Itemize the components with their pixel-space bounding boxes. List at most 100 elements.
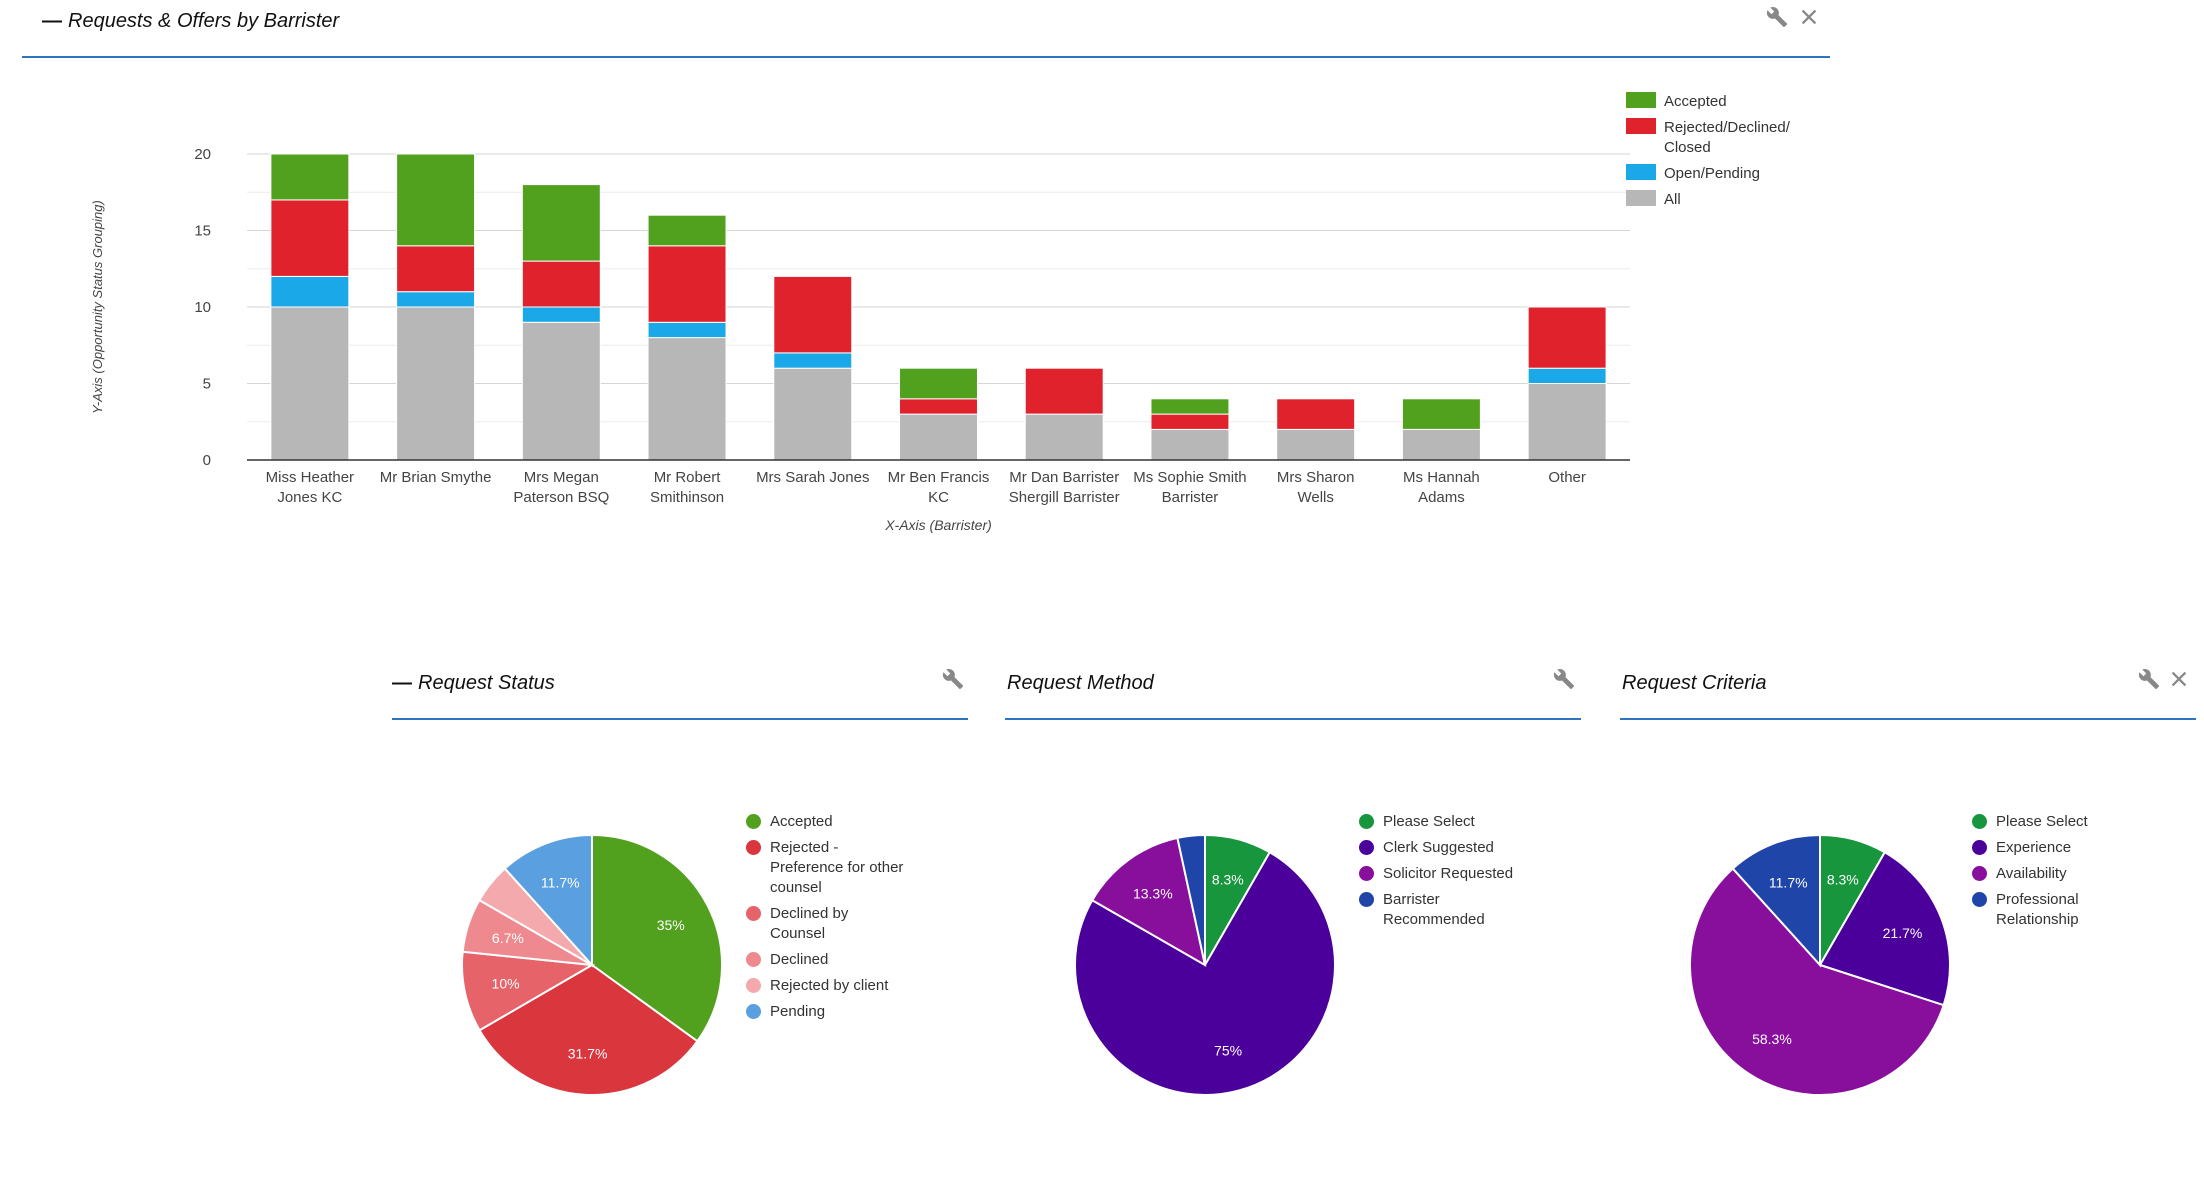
wrench-icon[interactable] bbox=[942, 668, 964, 690]
legend-item[interactable]: Experience bbox=[1972, 838, 2132, 858]
slice-label: 8.3% bbox=[1212, 872, 1244, 888]
request-criteria-legend: Please Select Experience Availability Profe… bbox=[1972, 812, 2132, 936]
legend-label: Professional Relationship bbox=[1996, 891, 2079, 928]
legend-item[interactable]: Declined by Counsel bbox=[746, 904, 906, 944]
x-tick-label: Mr Robert bbox=[654, 469, 722, 486]
legend-item[interactable]: Clerk Suggested bbox=[1359, 838, 1519, 858]
legend-item[interactable]: Please Select bbox=[1359, 812, 1519, 832]
legend-item[interactable]: Solicitor Requested bbox=[1359, 864, 1519, 884]
bar-segment bbox=[1150, 398, 1230, 415]
bar-segment bbox=[1401, 428, 1481, 461]
bar-segment bbox=[396, 306, 476, 461]
slice-label: 11.7% bbox=[541, 874, 580, 890]
legend-label: Please Select bbox=[1383, 813, 1475, 830]
legend-swatch bbox=[1626, 118, 1656, 134]
request-method-panel: Request Method 8.3% 75% 13.3% Please Selec… bbox=[1005, 648, 1581, 1168]
legend-swatch bbox=[1359, 866, 1374, 881]
panel-title: — Request Status bbox=[392, 672, 555, 695]
x-tick-label: Mrs Megan bbox=[524, 469, 599, 486]
legend-swatch bbox=[746, 906, 761, 921]
request-criteria-panel: Request Criteria 8.3% 21.7% 58.3% 11.7% Ple… bbox=[1620, 648, 2196, 1168]
pie-slice bbox=[1074, 850, 1336, 1096]
slice-label: 75% bbox=[1214, 1042, 1242, 1058]
legend-item[interactable]: Professional Relationship bbox=[1972, 890, 2132, 930]
legend-item[interactable]: Please Select bbox=[1972, 812, 2132, 832]
x-tick-label: Other bbox=[1548, 469, 1586, 486]
legend-swatch bbox=[1972, 866, 1987, 881]
wrench-icon[interactable] bbox=[2138, 668, 2160, 690]
close-icon[interactable] bbox=[2168, 668, 2190, 690]
request-method-pie: 8.3% 75% 13.3% bbox=[1074, 833, 1336, 1096]
pie-slice bbox=[1090, 836, 1207, 967]
request-status-pie: 35% 31.7% 10% 6.7% 11.7% bbox=[461, 833, 723, 1096]
x-tick-label: Shergill Barrister bbox=[1009, 489, 1120, 506]
bar-chart-panel: — Requests & Offers by Barrister 0 5 10 15 20… bbox=[22, 0, 1830, 600]
wrench-icon[interactable] bbox=[1766, 6, 1788, 28]
legend-item[interactable]: Declined bbox=[746, 950, 906, 970]
bar-segment bbox=[521, 321, 601, 461]
legend-item[interactable]: Rejected by client bbox=[746, 976, 906, 996]
bar-segment bbox=[396, 245, 476, 293]
panel-header: — Request Status bbox=[392, 648, 968, 720]
legend-label: Rejected - Preference for other counsel bbox=[770, 839, 904, 896]
legend-label: Experience bbox=[1996, 839, 2072, 856]
legend-swatch bbox=[1626, 92, 1656, 108]
pie-slice bbox=[478, 963, 699, 1096]
legend-label: Open/Pending bbox=[1664, 165, 1760, 182]
bar-segment bbox=[773, 275, 853, 354]
pie-slice bbox=[1176, 833, 1206, 966]
legend-item[interactable]: Accepted bbox=[746, 812, 906, 832]
legend-label: Rejected/Declined/ Closed bbox=[1664, 119, 1790, 156]
legend-label: Availability bbox=[1996, 865, 2067, 882]
panel-title-text: Request Criteria bbox=[1622, 672, 1767, 694]
legend-swatch bbox=[1972, 840, 1987, 855]
x-tick-label: Mr Brian Smythe bbox=[380, 469, 492, 486]
legend-item[interactable]: Rejected - Preference for other counsel bbox=[746, 838, 906, 898]
panel-title-text: Request Method bbox=[1007, 672, 1154, 694]
legend-item[interactable]: Barrister Recommended bbox=[1359, 890, 1519, 930]
legend-swatch bbox=[1972, 814, 1987, 829]
legend-item[interactable]: Accepted bbox=[1626, 92, 1826, 112]
legend-swatch bbox=[1359, 892, 1374, 907]
bar-segment bbox=[1024, 367, 1104, 415]
bar-segment bbox=[1276, 428, 1356, 461]
bar-segment bbox=[396, 291, 476, 308]
panel-header: — Requests & Offers by Barrister bbox=[22, 0, 1830, 58]
legend-item[interactable]: Open/Pending bbox=[1626, 164, 1826, 184]
legend-item[interactable]: Availability bbox=[1972, 864, 2132, 884]
legend-item[interactable]: Rejected/Declined/ Closed bbox=[1626, 118, 1826, 158]
close-icon[interactable] bbox=[1798, 6, 1820, 28]
x-tick-label: Miss Heather bbox=[266, 469, 354, 486]
y-axis-label: Y-Axis (Opportunity Status Grouping) bbox=[90, 200, 105, 414]
y-tick-label: 0 bbox=[203, 452, 211, 469]
legend-swatch bbox=[746, 840, 761, 855]
panel-title: Request Criteria bbox=[1622, 672, 1767, 695]
collapse-icon[interactable]: — bbox=[42, 10, 62, 32]
pie-slice bbox=[461, 950, 596, 1032]
x-tick-label: Jones KC bbox=[277, 489, 342, 506]
bar-segment bbox=[647, 321, 727, 339]
legend-swatch bbox=[1626, 190, 1656, 206]
legend-item[interactable]: Pending bbox=[746, 1002, 906, 1022]
legend-item[interactable]: All bbox=[1626, 190, 1826, 210]
bar-segment bbox=[521, 184, 601, 262]
bar-segment bbox=[899, 367, 978, 400]
legend-swatch bbox=[746, 814, 761, 829]
x-tick-label: Wells bbox=[1297, 489, 1333, 506]
legend-label: Barrister Recommended bbox=[1383, 891, 1485, 928]
legend-label: Declined by Counsel bbox=[770, 905, 849, 942]
bar-segment bbox=[647, 214, 727, 247]
legend-label: Clerk Suggested bbox=[1383, 839, 1494, 856]
panel-title-text: Request Status bbox=[418, 672, 555, 694]
x-tick-label: Mrs Sarah Jones bbox=[756, 469, 869, 486]
bar-segment bbox=[270, 199, 350, 277]
panel-title: — Requests & Offers by Barrister bbox=[42, 10, 339, 33]
bar-segment bbox=[1527, 383, 1607, 461]
panel-header: Request Method bbox=[1005, 648, 1581, 720]
legend-swatch bbox=[1972, 892, 1987, 907]
legend-label: Solicitor Requested bbox=[1383, 865, 1514, 882]
bar-segment bbox=[899, 398, 978, 415]
collapse-icon[interactable]: — bbox=[392, 672, 412, 694]
request-status-legend: Accepted Rejected - Preference for other … bbox=[746, 812, 906, 1028]
wrench-icon[interactable] bbox=[1553, 668, 1575, 690]
